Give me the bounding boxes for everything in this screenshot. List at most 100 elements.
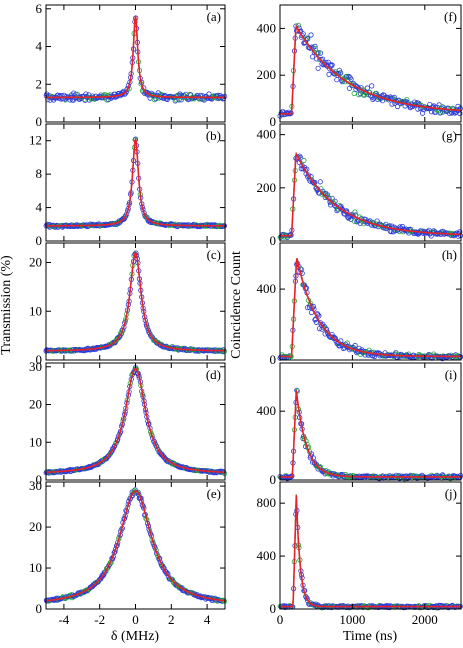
- panel-b: 0 4 8 12 (b): [29, 123, 227, 248]
- data-point: [309, 54, 316, 60]
- x-tick-label: 4: [204, 612, 211, 627]
- y-tick-label: 0: [270, 472, 277, 487]
- panel-i: 0 400 (i): [257, 362, 463, 487]
- y-tick-label: 800: [257, 495, 277, 510]
- data-point: [437, 110, 443, 116]
- fit-curve-green: [46, 137, 225, 227]
- fit-curve-red: [280, 495, 461, 608]
- fit-curve-green: [46, 366, 225, 473]
- data-point: [317, 179, 323, 185]
- fit-curve-green: [46, 15, 225, 98]
- right-y-axis-title: Coincidence Count: [229, 251, 244, 359]
- panel-label: (c): [207, 247, 221, 262]
- panel-label: (d): [206, 367, 221, 382]
- panel-label: (b): [206, 128, 221, 143]
- panel-label: (f): [444, 9, 457, 24]
- y-tick-label: 0: [270, 352, 277, 367]
- x-tick-label: 0: [277, 612, 284, 627]
- x-tick-label: 2000: [412, 612, 438, 627]
- data-point: [355, 85, 361, 91]
- fit-curve-red: [280, 24, 461, 115]
- panel-c: 0 10 20 (c): [29, 242, 227, 367]
- data-point: [348, 76, 354, 82]
- fit-curve-green: [280, 494, 461, 608]
- data-point: [304, 35, 310, 41]
- data-point: [334, 77, 340, 83]
- panel-d: 0 10 20 30 (d): [29, 359, 228, 487]
- left-y-axis-title: Transmission (%): [0, 255, 14, 355]
- y-tick-label: 10: [29, 434, 42, 449]
- fit-curve-red: [280, 151, 461, 237]
- data-point: [109, 448, 115, 454]
- right-x-axis-title: Time (ns): [343, 629, 398, 644]
- fit-curve-red: [45, 490, 226, 602]
- panel-label: (a): [207, 9, 221, 24]
- panel-h: 0 400 (h): [257, 242, 463, 367]
- data-point: [430, 104, 436, 110]
- data-point: [352, 209, 358, 215]
- fit-curve-green: [46, 250, 225, 352]
- data-point: [364, 85, 370, 91]
- y-tick-label: 400: [257, 20, 277, 35]
- panel-label: (h): [442, 247, 457, 262]
- y-tick-label: 4: [36, 200, 43, 215]
- plot-frame: [279, 481, 462, 610]
- data-point: [457, 110, 463, 117]
- fit-curve-green: [46, 489, 225, 602]
- plot-frame: [279, 123, 462, 242]
- y-tick-label: 20: [29, 519, 42, 534]
- data-point: [308, 32, 314, 38]
- y-tick-label: 30: [29, 478, 42, 493]
- y-tick-label: 400: [257, 281, 277, 296]
- y-tick-label: 0: [36, 114, 43, 129]
- data-point: [312, 43, 318, 50]
- panel-g: 0 200 400 (g): [257, 123, 463, 248]
- y-tick-label: 0: [36, 233, 43, 248]
- data-point: [328, 63, 334, 69]
- fit-curve-red: [46, 16, 225, 99]
- data-point: [315, 65, 321, 71]
- y-tick-label: 0: [36, 472, 43, 487]
- y-tick-label: 200: [257, 180, 277, 195]
- plot-frame: [279, 4, 462, 123]
- y-tick-label: 0: [270, 233, 277, 248]
- y-tick-label: 2: [36, 76, 43, 91]
- y-tick-label: 200: [257, 67, 277, 82]
- data-point: [153, 442, 159, 449]
- y-tick-label: 400: [257, 127, 277, 142]
- data-point: [419, 110, 426, 116]
- x-tick-label: -2: [94, 612, 105, 627]
- data-point: [112, 443, 118, 449]
- y-tick-label: 30: [29, 359, 42, 374]
- fit-curve-red: [280, 390, 461, 478]
- data-point: [83, 587, 90, 593]
- panel-label: (e): [207, 486, 221, 501]
- panel-label: (j): [445, 486, 457, 501]
- data-point: [183, 95, 190, 101]
- data-point: [332, 198, 338, 204]
- x-tick-label: 0: [132, 612, 139, 627]
- panel-a: 0 2 4 6 (a): [36, 1, 228, 129]
- data-point: [369, 83, 375, 89]
- panel-label: (g): [442, 128, 457, 143]
- panel-j: 0 400 800 0 1000 2000 (j): [257, 481, 463, 627]
- data-point: [391, 94, 397, 101]
- data-point: [389, 101, 395, 107]
- data-point: [380, 92, 386, 98]
- fit-curve-green: [280, 389, 461, 478]
- fit-curve-red: [46, 138, 225, 227]
- y-tick-label: 12: [29, 133, 42, 148]
- y-tick-label: 8: [36, 166, 43, 181]
- plot-frame: [279, 242, 462, 361]
- y-tick-label: 10: [29, 303, 42, 318]
- data-point: [338, 70, 344, 76]
- data-point: [301, 157, 307, 164]
- y-tick-label: 400: [257, 403, 277, 418]
- y-tick-label: 10: [29, 560, 42, 575]
- fit-curve-red: [46, 367, 225, 474]
- data-point: [305, 36, 311, 42]
- data-point: [312, 46, 319, 52]
- y-tick-label: 4: [36, 39, 43, 54]
